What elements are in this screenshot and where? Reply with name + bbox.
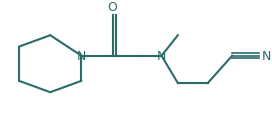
Text: N: N <box>261 50 271 63</box>
Text: O: O <box>108 1 118 14</box>
Text: N: N <box>77 50 86 63</box>
Text: N: N <box>157 50 166 63</box>
